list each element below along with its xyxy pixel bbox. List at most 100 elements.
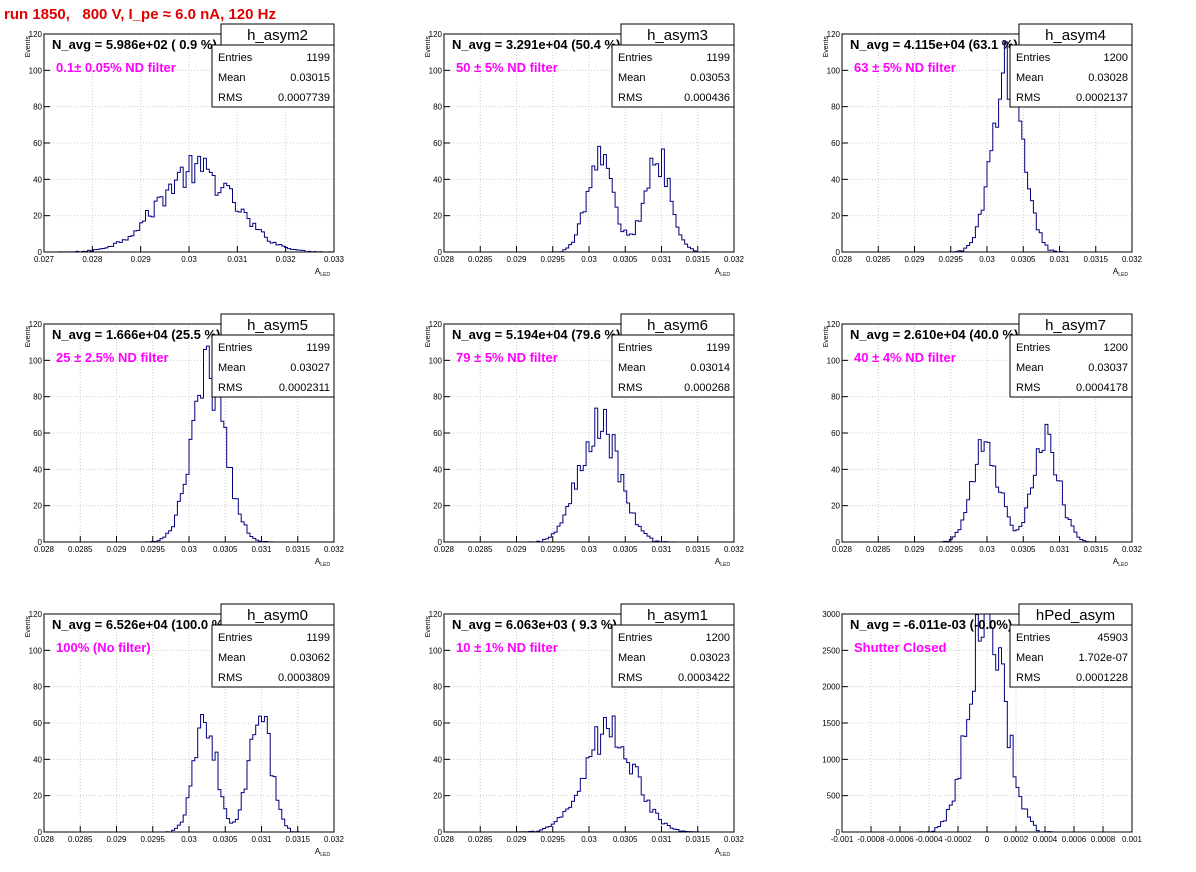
x-tick-label: 0.0295 [541, 835, 566, 844]
y-tick-label: 20 [433, 502, 442, 511]
histogram-panel-h_asym4: 0.028 0.0285 0.029 0.0295 0.03 0.0305 0.031 0.0… [823, 23, 1143, 278]
x-tick-label: 0.028 [434, 255, 455, 264]
y-tick-label: 40 [433, 175, 442, 184]
x-tick-label: 0.03 [581, 835, 597, 844]
y-tick-label: 80 [831, 393, 840, 402]
stats-label: Entries [1016, 342, 1051, 354]
x-tick-label: 0.031 [1049, 545, 1070, 554]
stats-label: Mean [1016, 652, 1044, 664]
stats-value: 0.03014 [690, 362, 730, 374]
filter-annotation: 100% (No filter) [56, 640, 151, 655]
stats-box: h_asym3 Entries 1199 Mean 0.03053 RMS 0.000436 [611, 23, 735, 108]
histogram-panel-h_asym2: 0.027 0.028 0.029 0.03 0.031 0.032 0.033 0 20 40 6… [25, 23, 345, 278]
y-tick-label: 60 [33, 429, 42, 438]
stats-label: RMS [218, 92, 242, 104]
x-tick-label: 0.0305 [213, 545, 238, 554]
y-tick-label: 20 [33, 792, 42, 801]
stats-box: h_asym2 Entries 1199 Mean 0.03015 RMS 0.000773… [211, 23, 335, 108]
y-tick-label: 40 [831, 465, 840, 474]
stats-label: Entries [618, 52, 653, 64]
navg-label: N_avg = -6.011e-03 (-0.0%) [850, 617, 1012, 632]
stats-value: 0.0003809 [278, 672, 330, 684]
x-tick-label: -0.0008 [857, 835, 885, 844]
stats-box: h_asym5 Entries 1199 Mean 0.03027 RMS 0.000231… [211, 313, 335, 398]
y-tick-label: 2500 [822, 646, 840, 655]
x-tick-label: 0.0305 [613, 835, 638, 844]
y-tick-label: 40 [33, 465, 42, 474]
stats-value: 0.03027 [290, 362, 330, 374]
y-tick-label: 120 [29, 320, 43, 329]
histogram-panel-h_asym3: 0.028 0.0285 0.029 0.0295 0.03 0.0305 0.031 0.0… [425, 23, 745, 278]
y-tick-label: 20 [831, 502, 840, 511]
filter-annotation: 25 ± 2.5% ND filter [56, 350, 169, 365]
y-tick-label: 40 [831, 175, 840, 184]
y-tick-label: 80 [33, 393, 42, 402]
x-axis-label: ALED [315, 557, 330, 568]
stats-label: Mean [218, 72, 246, 84]
stats-values-box [211, 44, 335, 108]
stats-label: Mean [218, 362, 246, 374]
y-tick-label: 20 [33, 212, 42, 221]
stats-values-box [1009, 44, 1133, 108]
x-tick-label: 0.031 [651, 255, 672, 264]
y-tick-label: 1000 [822, 755, 840, 764]
y-axis-label: Events [25, 326, 32, 348]
x-tick-label: 0.032 [276, 255, 297, 264]
x-tick-label: 0.0315 [286, 835, 311, 844]
stats-value: 1199 [306, 342, 330, 354]
stats-value: 45903 [1097, 632, 1128, 644]
stats-value: 0.0003422 [678, 672, 730, 684]
page-title: run 1850, 800 V, I_pe ≈ 6.0 nA, 120 Hz [4, 6, 276, 23]
histogram-title: h_asym1 [647, 607, 708, 624]
x-tick-label: 0.03 [979, 255, 995, 264]
stats-values-box [611, 44, 735, 108]
y-tick-label: 100 [429, 356, 443, 365]
stats-label: RMS [218, 672, 242, 684]
x-axis-label: ALED [715, 847, 730, 858]
y-tick-label: 120 [29, 30, 43, 39]
y-tick-label: 0 [438, 828, 443, 837]
x-axis-label: ALED [1113, 557, 1128, 568]
y-tick-label: 20 [33, 502, 42, 511]
stats-box: h_asym0 Entries 1199 Mean 0.03062 RMS 0.000380… [211, 603, 335, 688]
y-tick-label: 80 [433, 393, 442, 402]
x-tick-label: 0.0305 [613, 545, 638, 554]
stats-values-box [1009, 624, 1133, 688]
x-tick-label: 0.032 [324, 835, 345, 844]
histogram-panel-hPed_asym: -0.001 -0.0008 -0.0006 -0.0004 -0.0002 0 0.000… [822, 603, 1143, 844]
x-tick-label: 0.032 [724, 835, 745, 844]
stats-value: 0.000436 [684, 92, 730, 104]
x-tick-label: 0.0315 [686, 835, 711, 844]
histogram-title: h_asym2 [247, 27, 308, 44]
y-tick-label: 60 [433, 719, 442, 728]
x-tick-label: 0.0285 [866, 255, 891, 264]
stats-values-box [211, 334, 335, 398]
histogram-panel-h_asym5: 0.028 0.0285 0.029 0.0295 0.03 0.0305 0.031 0.0… [25, 313, 345, 568]
x-tick-label: 0.0285 [68, 545, 93, 554]
x-tick-label: 0.001 [1122, 835, 1143, 844]
x-tick-label: 0 [985, 835, 990, 844]
stats-label: RMS [218, 382, 242, 394]
x-tick-label: 0.029 [131, 255, 152, 264]
x-axis-label: ALED [715, 557, 730, 568]
y-tick-label: 0 [38, 538, 43, 547]
x-tick-label: 0.027 [34, 255, 55, 264]
stats-value: 0.03015 [290, 72, 330, 84]
stats-value: 1199 [306, 632, 330, 644]
x-tick-label: 0.031 [651, 545, 672, 554]
navg-label: N_avg = 6.526e+04 (100.0 %) [52, 617, 228, 632]
x-tick-label: 0.03 [581, 255, 597, 264]
y-tick-label: 60 [33, 139, 42, 148]
y-tick-label: 80 [33, 683, 42, 692]
x-tick-label: -0.0004 [915, 835, 943, 844]
y-axis-label: Events [823, 326, 830, 348]
stats-box: h_asym1 Entries 1200 Mean 0.03023 RMS 0.000342… [611, 603, 735, 688]
stats-label: RMS [618, 92, 642, 104]
x-tick-label: 0.0315 [686, 545, 711, 554]
y-tick-label: 120 [29, 610, 43, 619]
y-tick-label: 120 [827, 320, 841, 329]
navg-label: N_avg = 4.115e+04 (63.1 %) [850, 37, 1018, 52]
y-tick-label: 0 [38, 248, 43, 257]
x-tick-label: 0.0305 [613, 255, 638, 264]
x-tick-label: 0.0285 [468, 255, 493, 264]
